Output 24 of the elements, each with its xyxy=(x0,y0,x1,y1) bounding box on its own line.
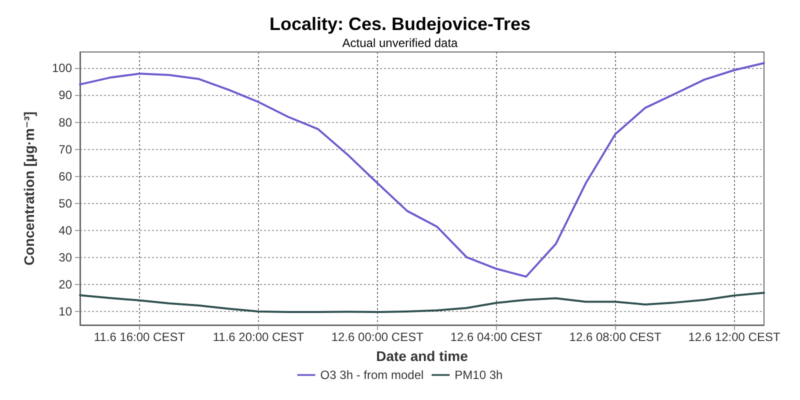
x-tick-label: 11.6 16:00 CEST xyxy=(94,330,186,344)
y-tick-label: 80 xyxy=(58,115,72,130)
line-series xyxy=(79,292,765,314)
legend-label: O3 3h - from model xyxy=(320,368,424,382)
y-axis-title: Concentration [µg·m⁻³] xyxy=(21,112,37,266)
y-tick-label: 30 xyxy=(58,250,72,264)
chart-title: Locality: Ces. Budejovice-Tres xyxy=(269,14,531,34)
y-tick-label: 70 xyxy=(58,142,72,156)
y-tick-label: 20 xyxy=(58,277,72,292)
y-tick-label: 40 xyxy=(58,223,72,238)
x-tick-label: 11.6 20:00 CEST xyxy=(212,330,305,344)
line-series xyxy=(79,62,765,278)
y-tick-label: 50 xyxy=(58,196,72,210)
chart-subtitle: Actual unverified data xyxy=(342,36,458,50)
y-tick-label: 100 xyxy=(52,61,72,76)
x-tick-label: 12.6 08:00 CEST xyxy=(569,330,662,344)
y-tick-label: 60 xyxy=(58,169,72,184)
y-tick-label: 90 xyxy=(58,88,72,102)
x-tick-label: 12.6 04:00 CEST xyxy=(450,330,544,344)
y-tick-label: 10 xyxy=(58,304,72,318)
legend-label: PM10 3h xyxy=(454,368,503,382)
x-axis-title: Date and time xyxy=(376,348,468,364)
x-tick-label: 12.6 12:00 CEST xyxy=(688,330,781,344)
x-tick-label: 12.6 00:00 CEST xyxy=(331,330,424,344)
